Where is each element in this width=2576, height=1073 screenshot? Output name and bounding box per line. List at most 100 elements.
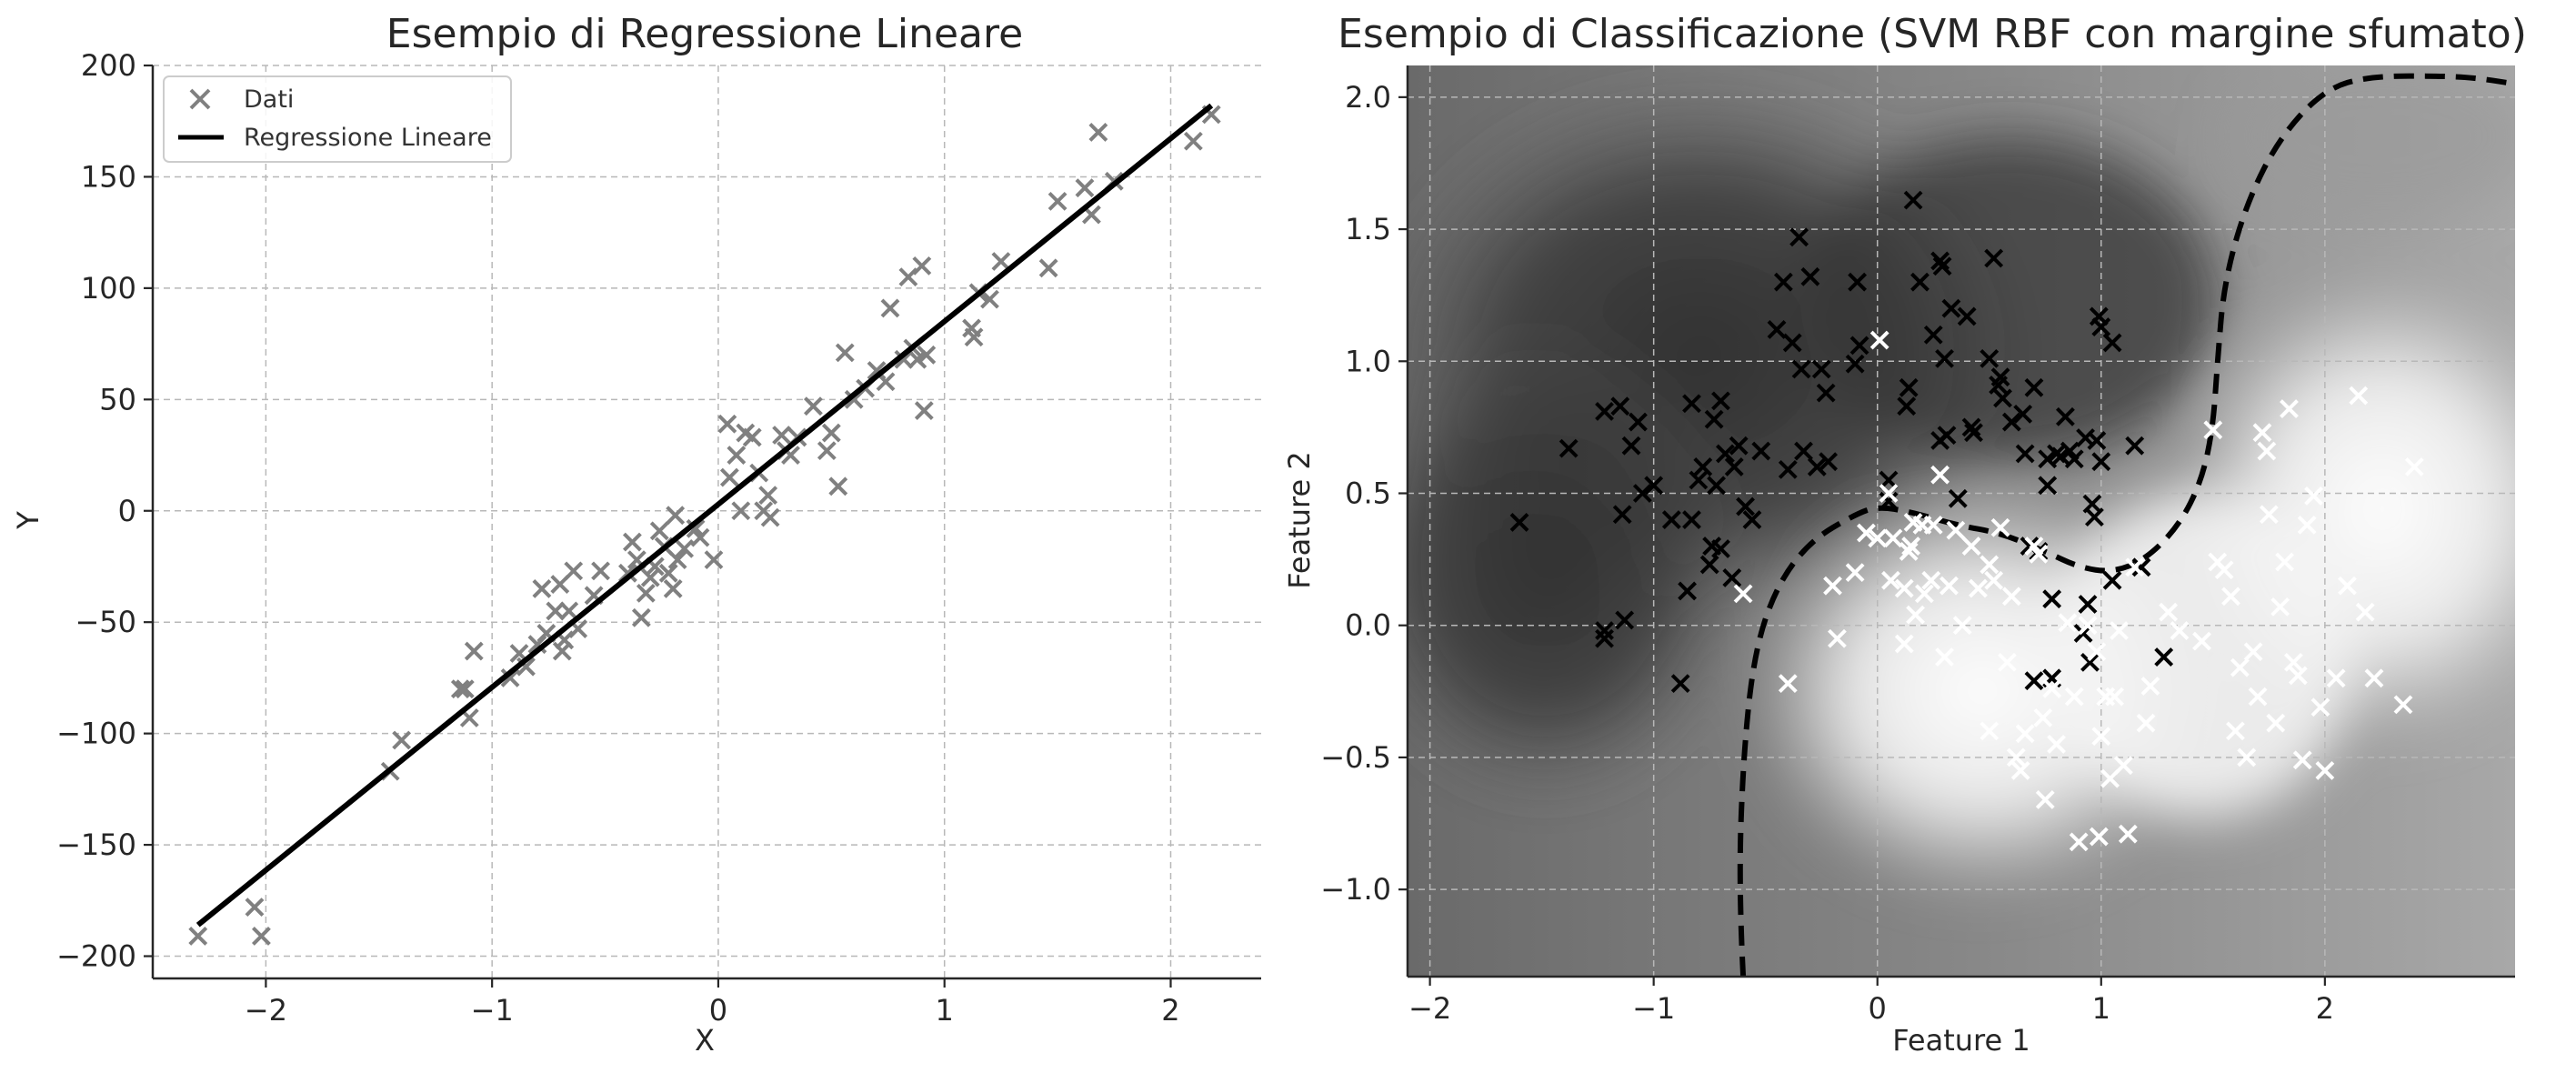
class0-point <box>1819 452 1839 472</box>
class0-point <box>1941 298 1961 318</box>
class1-point <box>1828 628 1847 648</box>
data-point <box>914 401 934 420</box>
decision-boundary <box>1737 73 2515 977</box>
class0-point <box>1711 539 1730 558</box>
class1-point <box>2304 486 2323 506</box>
class1-point <box>1883 528 1903 548</box>
class1-point <box>2292 750 2312 770</box>
data-point <box>1183 131 1203 151</box>
data-point <box>742 427 762 447</box>
class0-point <box>1612 505 1632 525</box>
class0-point <box>2013 404 2033 424</box>
class1-point <box>2192 631 2211 651</box>
y-tick-label: −50 <box>75 605 136 639</box>
classification-points <box>1509 190 2424 852</box>
class0-point <box>2091 317 2111 336</box>
class1-point <box>2105 687 2124 707</box>
class1-point <box>2364 668 2384 688</box>
class1-point <box>1940 576 1959 596</box>
class0-point <box>1729 436 1749 456</box>
class0-point <box>1742 510 1762 529</box>
regression-xticks: −2 −1 0 1 2 <box>245 978 1180 1028</box>
class1-point <box>2170 621 2190 640</box>
class1-point <box>2257 441 2277 461</box>
classification-axes <box>1406 65 2515 978</box>
class1-point <box>1899 541 1919 561</box>
y-tick-label: −1.0 <box>1320 872 1391 907</box>
classification-panel: Esempio di Classificazione (SVM RBF con … <box>1282 11 2527 1058</box>
y-tick-label: 150 <box>81 159 136 194</box>
y-tick-label: 0 <box>118 494 136 528</box>
class1-point <box>2159 602 2179 622</box>
class0-point <box>1724 457 1744 476</box>
data-point <box>760 507 780 527</box>
regression-axes <box>151 65 1261 980</box>
y-tick-label: 1.5 <box>1345 212 1391 246</box>
class1-point <box>2310 697 2330 717</box>
data-point <box>464 641 484 661</box>
class0-point <box>1661 510 1681 529</box>
class1-point <box>2266 713 2286 733</box>
class0-point <box>1751 441 1771 461</box>
regression-ylabel: Y <box>11 511 45 530</box>
class0-point <box>2102 333 2122 353</box>
class1-point <box>2214 560 2234 580</box>
class0-point <box>1923 325 1943 345</box>
class1-point <box>2113 756 2133 776</box>
class0-point <box>1711 391 1730 411</box>
class1-point <box>1906 605 1925 625</box>
class1-point <box>2110 621 2129 640</box>
data-point <box>828 476 848 496</box>
data-point <box>880 298 900 318</box>
y-tick-label: 0.0 <box>1345 608 1391 643</box>
data-point <box>727 446 747 465</box>
decision-boundary-group <box>1737 73 2515 977</box>
class0-point <box>1984 248 2004 268</box>
class1-point <box>2140 677 2160 696</box>
x-tick-label: 0 <box>1869 991 1887 1026</box>
class0-point <box>1610 396 1630 416</box>
class1-point <box>2393 695 2413 715</box>
x-tick-label: −1 <box>471 993 514 1028</box>
class0-point <box>1615 610 1635 630</box>
class0-point <box>1722 568 1742 587</box>
data-point <box>663 579 683 598</box>
class0-point <box>1559 438 1579 458</box>
class0-point <box>1961 417 1981 437</box>
class0-point <box>1595 621 1614 640</box>
class1-point <box>2001 587 2021 607</box>
class0-point <box>2154 647 2174 667</box>
data-point <box>991 252 1011 271</box>
y-tick-label: 50 <box>99 382 136 416</box>
class0-point <box>1689 470 1709 490</box>
y-tick-label: 2.0 <box>1345 80 1391 115</box>
class0-point <box>1644 476 1664 496</box>
class1-point <box>1881 570 1900 590</box>
class0-point <box>1767 320 1787 339</box>
class1-point <box>1961 536 1981 557</box>
class1-point <box>1923 515 1943 535</box>
x-tick-label: −2 <box>245 993 287 1028</box>
regression-panel: Esempio di Regressione Lineare −2 −1 0 1 2 −… <box>11 11 1261 1058</box>
class0-point <box>2042 589 2062 609</box>
class0-point <box>2084 507 2104 527</box>
class1-point <box>2226 721 2245 741</box>
class1-point <box>1869 330 1889 350</box>
class1-point <box>2288 666 2308 686</box>
class0-point <box>1935 348 1954 368</box>
class1-point <box>1935 647 1954 667</box>
class1-point <box>1969 578 1988 598</box>
class0-point <box>1845 354 1865 374</box>
class0-point <box>2038 476 2058 496</box>
class0-point <box>1811 359 1831 379</box>
data-point <box>245 898 265 918</box>
class0-point <box>1629 412 1648 432</box>
class1-point <box>2283 652 2303 672</box>
class1-point <box>2270 597 2290 617</box>
class0-point <box>1509 513 1529 532</box>
data-point <box>804 396 823 416</box>
legend-marker-x-icon <box>189 88 211 110</box>
regression-legend: Dati Regressione Lineare <box>163 75 512 163</box>
class1-point <box>1778 674 1798 694</box>
class0-point <box>2024 377 2044 397</box>
